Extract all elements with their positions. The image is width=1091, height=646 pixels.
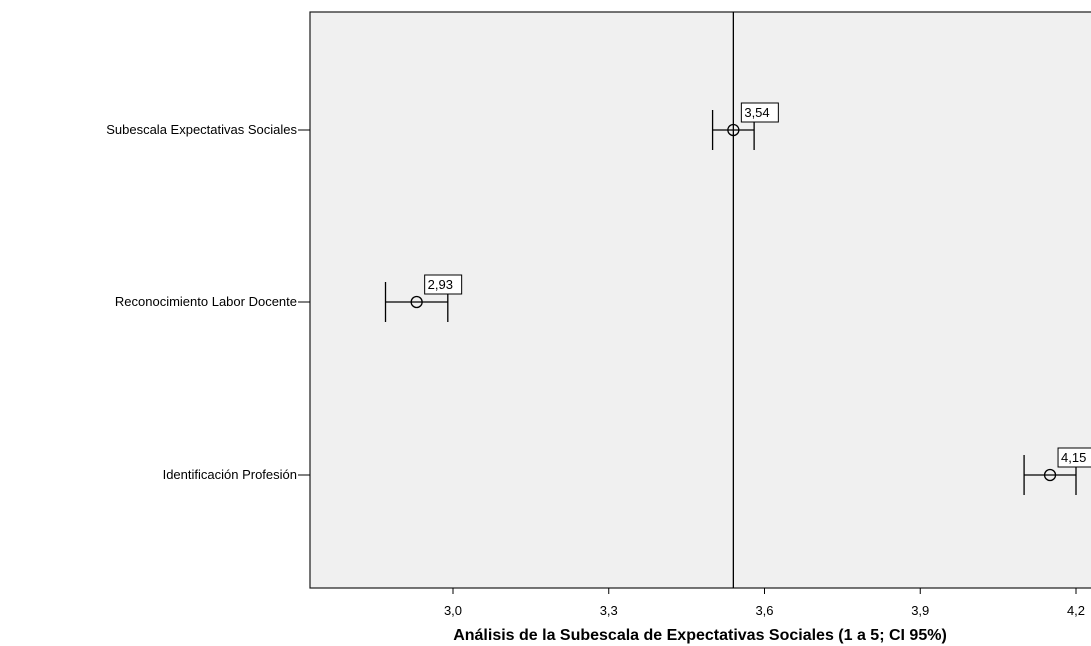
- y-axis-categories: Subescala Expectativas Sociales Reconocim…: [106, 122, 310, 482]
- data-label: 4,15: [1061, 450, 1086, 465]
- category-label: Subescala Expectativas Sociales: [106, 122, 297, 137]
- x-axis-title: Análisis de la Subescala de Expectativas…: [453, 627, 947, 644]
- data-label-box: [1057, 447, 1091, 468]
- data-label-box: [424, 274, 463, 295]
- x-tick-label: 3,3: [600, 603, 618, 618]
- data-label: 3,54: [744, 105, 769, 120]
- x-axis: 3,0 3,3 3,6 3,9 4,2: [444, 588, 1085, 618]
- error-bars: 3,54 2,93 4,15: [384, 102, 1091, 495]
- data-label-box: [740, 102, 779, 123]
- x-tick-label: 4,2: [1067, 603, 1085, 618]
- mean-marker: [727, 123, 740, 137]
- x-tick-label: 3,6: [755, 603, 773, 618]
- plot-area: [309, 11, 1091, 589]
- x-tick-label: 3,0: [444, 603, 462, 618]
- x-tick-label: 3,9: [911, 603, 929, 618]
- category-label: Reconocimiento Labor Docente: [115, 294, 297, 309]
- mean-marker: [1043, 468, 1057, 482]
- category-label: Identificación Profesión: [163, 467, 297, 482]
- mean-marker: [410, 295, 423, 309]
- data-label: 2,93: [428, 277, 453, 292]
